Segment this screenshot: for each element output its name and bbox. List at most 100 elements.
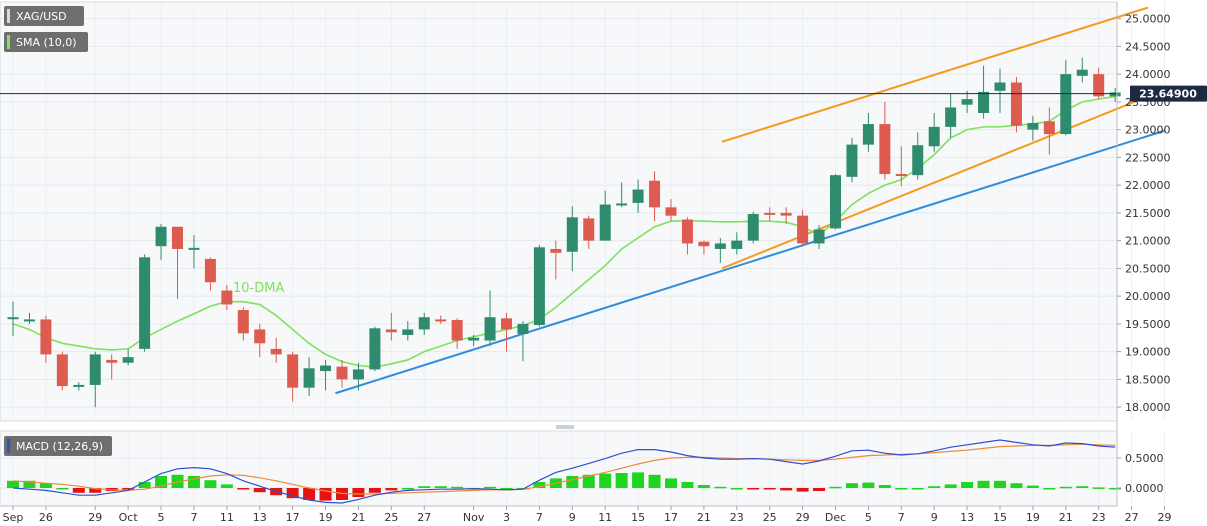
macd-hist-bar — [928, 486, 941, 488]
candle-body — [172, 226, 183, 249]
candle-body — [1109, 92, 1121, 97]
macd-hist-bar — [582, 474, 595, 488]
macd-hist-bar — [72, 488, 85, 493]
price-tick-label: 18.0000 — [1125, 401, 1171, 414]
last-price-label: 23.64900 — [1139, 88, 1197, 101]
candle-body — [1027, 122, 1039, 130]
macd-hist-bar — [237, 488, 250, 490]
candle-body — [830, 175, 841, 229]
x-tick-label: 9 — [931, 511, 938, 524]
x-tick-label: Nov — [463, 511, 485, 524]
candle-body — [1043, 121, 1055, 135]
x-tick-label: 17 — [286, 511, 300, 524]
symbol-legend[interactable]: XAG/USD — [4, 6, 84, 26]
sma-layer — [12, 95, 1116, 368]
macd-hist-bar — [763, 488, 776, 490]
candle-body — [550, 248, 562, 253]
price-tick-label: 21.0000 — [1125, 235, 1171, 248]
candle-body — [978, 91, 990, 113]
sma-annotation: 10-DMA — [233, 281, 284, 296]
x-tick-label: 29 — [796, 511, 810, 524]
x-tick-label: 25 — [384, 511, 398, 524]
sma-legend[interactable]: SMA (10,0) — [4, 32, 88, 52]
x-tick-label: 13 — [960, 511, 974, 524]
macd-hist-bar — [122, 488, 135, 490]
candle-body — [418, 317, 430, 330]
x-tick-label: Dec — [825, 511, 846, 524]
x-tick-label: 29 — [88, 511, 102, 524]
x-tick-label: 29 — [1158, 511, 1172, 524]
macd-hist-bar — [352, 488, 365, 497]
macd-hist-bar — [697, 485, 710, 488]
candle-body — [698, 241, 710, 247]
x-tick-label: 9 — [569, 511, 576, 524]
macd-hist-bar — [253, 488, 266, 493]
candle-body — [714, 243, 726, 249]
candle-body — [895, 174, 907, 177]
macd-hist-bar — [401, 488, 414, 490]
candles — [7, 57, 1121, 408]
macd-signal-line — [12, 443, 1116, 495]
candle-body — [879, 124, 891, 175]
x-tick-label: 7 — [536, 511, 543, 524]
macd-hist-bar — [648, 474, 661, 488]
x-tick-label: 19 — [319, 511, 333, 524]
x-tick-label: 23 — [730, 511, 744, 524]
price-tick-label: 19.0000 — [1125, 346, 1171, 359]
macd-hist-bar — [961, 482, 974, 488]
x-tick-label: 15 — [993, 511, 1007, 524]
macd-hist-bar — [599, 473, 612, 488]
candle-body — [681, 219, 693, 244]
price-tick-label: 24.0000 — [1125, 68, 1171, 81]
candle-body — [336, 366, 348, 380]
macd-hist-bar — [451, 486, 464, 489]
x-tick-label: 25 — [763, 511, 777, 524]
candle-body — [402, 329, 414, 335]
macd-hist-bar — [994, 480, 1006, 488]
macd-hist-bar — [714, 486, 727, 489]
candle-body — [501, 318, 512, 330]
candle-body — [797, 215, 809, 244]
candle-body — [1010, 82, 1022, 126]
candle-body — [385, 329, 397, 333]
macd-hist-bar — [23, 480, 36, 488]
macd-hist-bar — [1043, 488, 1056, 490]
price-tick-label: 22.5000 — [1125, 151, 1171, 164]
macd-legend[interactable]: MACD (12,26,9) — [4, 436, 112, 456]
x-tick-label: 21 — [1059, 511, 1073, 524]
candle-body — [1093, 74, 1105, 97]
macd-hist-bar — [829, 486, 842, 489]
x-tick-label: 11 — [220, 511, 234, 524]
x-tick-label: 11 — [598, 511, 612, 524]
candle-body — [56, 354, 68, 387]
macd-hist-bar — [533, 482, 546, 488]
macd-hist-bar — [1059, 486, 1072, 489]
channel-lower-orange — [721, 88, 1165, 270]
x-tick-label: 27 — [417, 511, 431, 524]
candle-body — [583, 218, 595, 241]
candle-body — [994, 82, 1006, 91]
x-tick-label: 7 — [898, 511, 905, 524]
candle-body — [484, 317, 496, 341]
candle-body — [73, 384, 85, 387]
macd-hist-bar — [780, 488, 793, 491]
candle-body — [352, 369, 364, 380]
macd-hist-bar — [1076, 486, 1089, 488]
macd-hist-bar — [1026, 485, 1039, 488]
symbol-label: XAG/USD — [16, 9, 67, 23]
macd-hist-bar — [862, 482, 875, 488]
candle-body — [122, 357, 134, 363]
macd-hist-bar — [796, 488, 809, 492]
x-tick-label: 13 — [253, 511, 267, 524]
candle-body — [7, 317, 19, 320]
candle-body — [764, 212, 776, 215]
candle-body — [747, 213, 759, 241]
macd-hist-bar — [665, 478, 677, 488]
macd-hist-bar — [632, 472, 645, 488]
x-tick-label: 5 — [865, 511, 872, 524]
macd-hist-bar — [7, 480, 19, 488]
candle-body — [862, 124, 874, 145]
macd-hist-bar — [944, 484, 957, 488]
candle-body — [254, 329, 266, 344]
